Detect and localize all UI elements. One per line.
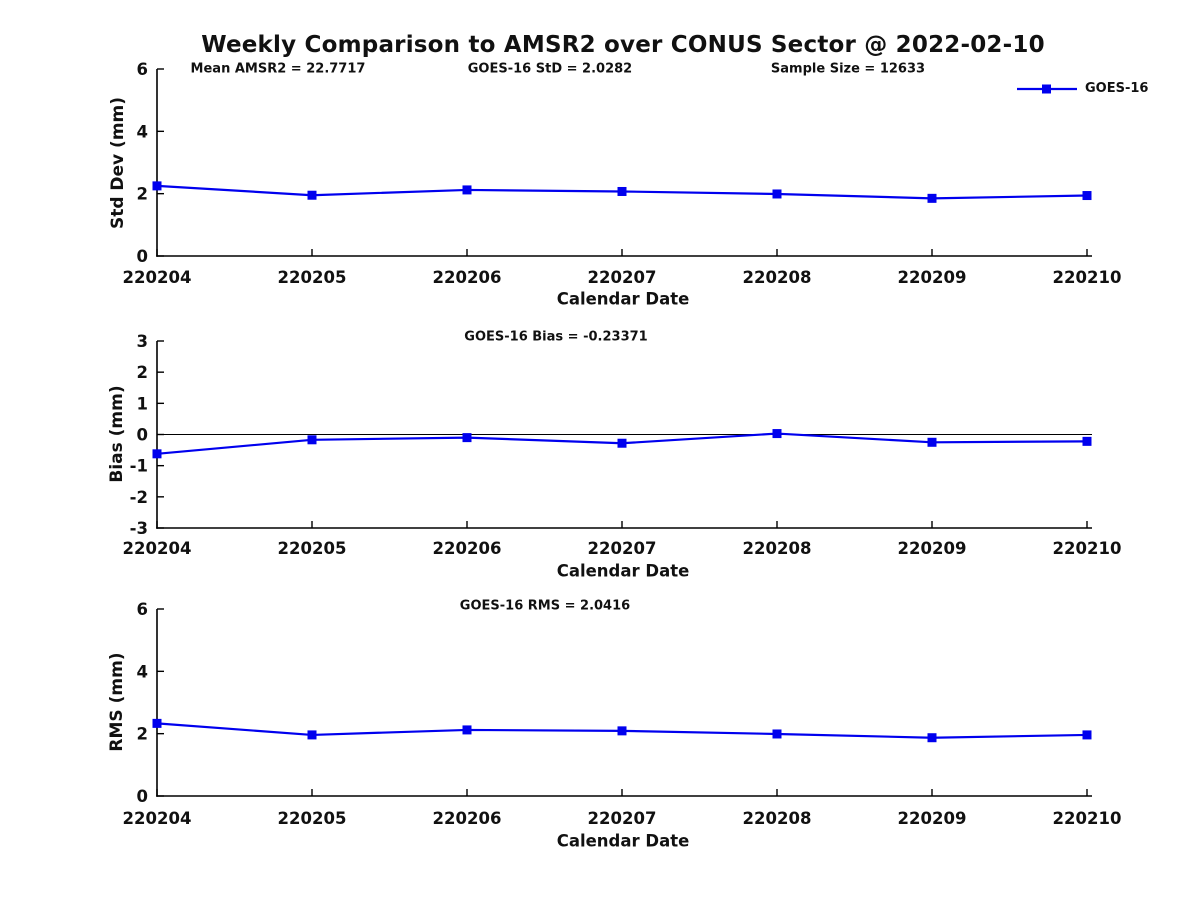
x-tick-label-bias: 220205 (278, 539, 347, 558)
x-tick-label-std-dev: 220204 (123, 268, 192, 287)
legend-label: GOES-16 (1085, 81, 1149, 96)
series-marker-rms (462, 725, 472, 735)
x-tick-label-std-dev: 220205 (278, 268, 347, 287)
y-tick-label-rms: 2 (137, 725, 148, 744)
y-tick-label-bias: 2 (137, 363, 148, 382)
x-tick-label-rms: 220210 (1053, 809, 1122, 828)
y-tick-label-std-dev: 2 (137, 185, 148, 204)
x-tick-label-rms: 220204 (123, 809, 192, 828)
y-tick-label-std-dev: 0 (137, 247, 148, 266)
x-tick-label-bias: 220204 (123, 539, 192, 558)
x-tick-label-rms: 220209 (898, 809, 967, 828)
y-tick-label-bias: -2 (130, 488, 148, 507)
series-marker-bias (617, 438, 627, 448)
y-tick-label-rms: 4 (137, 662, 148, 681)
y-tick-label-rms: 0 (137, 787, 148, 806)
annotation-goes16-bias: GOES-16 Bias = -0.23371 (464, 329, 648, 345)
y-tick-label-std-dev: 4 (137, 122, 148, 141)
annotation-goes16-std: GOES-16 StD = 2.0282 (467, 61, 633, 77)
y-tick-label-bias: 3 (137, 332, 148, 351)
series-marker-rms (617, 726, 627, 736)
x-tick-label-rms: 220207 (588, 809, 657, 828)
series-marker-std-dev (772, 189, 782, 199)
x-tick-label-std-dev: 220210 (1053, 268, 1122, 287)
series-marker-rms (927, 733, 937, 743)
x-tick-label-std-dev: 220209 (898, 268, 967, 287)
y-tick-label-bias: -1 (130, 457, 148, 476)
annotation-goes16-rms: GOES-16 RMS = 2.0416 (459, 598, 631, 614)
y-tick-label-rms: 6 (137, 600, 148, 619)
x-tick-label-bias: 220207 (588, 539, 657, 558)
x-tick-label-std-dev: 220208 (743, 268, 812, 287)
series-marker-rms (1082, 730, 1092, 740)
series-marker-rms (152, 718, 162, 728)
x-tick-label-bias: 220206 (433, 539, 502, 558)
series-marker-bias (462, 433, 472, 443)
series-marker-bias (307, 435, 317, 445)
x-tick-label-bias: 220208 (743, 539, 812, 558)
series-marker-bias (772, 429, 782, 439)
x-axis-label-calendar-date-2: Calendar Date (556, 561, 690, 581)
series-marker-std-dev (462, 185, 472, 195)
x-tick-label-rms: 220208 (743, 809, 812, 828)
legend-line-marker-icon (1017, 84, 1077, 93)
x-tick-label-bias: 220209 (898, 539, 967, 558)
series-marker-std-dev (617, 186, 627, 196)
x-tick-label-rms: 220205 (278, 809, 347, 828)
legend: GOES-16 (1016, 81, 1148, 96)
y-tick-label-bias: -3 (130, 519, 148, 538)
x-tick-label-std-dev: 220206 (433, 268, 502, 287)
annotation-sample-size: Sample Size = 12633 (770, 61, 926, 77)
series-marker-rms (307, 730, 317, 740)
series-marker-bias (152, 449, 162, 459)
series-marker-std-dev (152, 181, 162, 191)
series-marker-std-dev (1082, 191, 1092, 201)
y-tick-label-bias: 0 (137, 426, 148, 445)
y-tick-label-bias: 1 (137, 394, 148, 413)
series-marker-rms (772, 729, 782, 739)
series-marker-std-dev (307, 190, 317, 200)
y-tick-label-std-dev: 6 (137, 60, 148, 79)
figure-title: Weekly Comparison to AMSR2 over CONUS Se… (201, 32, 1045, 58)
annotation-mean-amsr2: Mean AMSR2 = 22.7717 (190, 61, 366, 77)
series-marker-bias (1082, 436, 1092, 446)
x-tick-label-bias: 220210 (1053, 539, 1122, 558)
x-axis-label-calendar-date-3: Calendar Date (556, 831, 690, 851)
x-axis-label-calendar-date-1: Calendar Date (556, 289, 690, 309)
series-marker-std-dev (927, 193, 937, 203)
series-marker-bias (927, 437, 937, 447)
x-tick-label-rms: 220206 (433, 809, 502, 828)
x-tick-label-std-dev: 220207 (588, 268, 657, 287)
